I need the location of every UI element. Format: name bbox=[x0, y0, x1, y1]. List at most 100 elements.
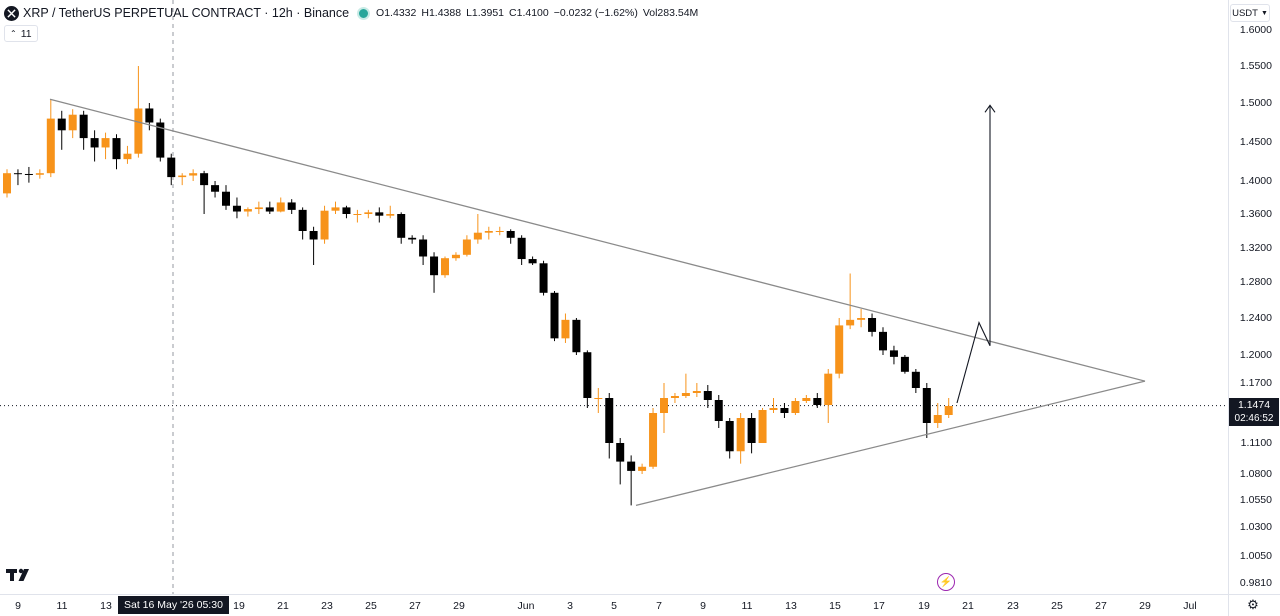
bar-countdown: 02:46:52 bbox=[1234, 413, 1274, 424]
candle-body bbox=[714, 400, 723, 421]
price-tick-label: 1.0050 bbox=[1239, 550, 1272, 562]
tradingview-logo-icon[interactable] bbox=[6, 567, 34, 583]
price-tick-label: 1.6000 bbox=[1239, 24, 1272, 36]
candle-body bbox=[419, 239, 428, 257]
candle-body bbox=[627, 461, 636, 471]
candle-body bbox=[353, 214, 362, 215]
price-tick-label: 1.3600 bbox=[1239, 208, 1272, 220]
candle-body bbox=[670, 396, 679, 398]
candle-body bbox=[900, 356, 909, 372]
currency-selector[interactable]: USDT ▼ bbox=[1230, 4, 1270, 22]
ohlc-open: O1.4332 bbox=[376, 7, 417, 19]
time-tick-label: 13 bbox=[785, 600, 797, 612]
time-tick-label: 23 bbox=[1007, 600, 1019, 612]
time-tick-label: 17 bbox=[873, 600, 885, 612]
price-chart[interactable] bbox=[0, 0, 1228, 594]
time-tick-label: 9 bbox=[700, 600, 706, 612]
candle-body bbox=[35, 173, 44, 175]
candle-body bbox=[408, 237, 417, 240]
candle-body bbox=[835, 325, 844, 374]
projection-path bbox=[956, 105, 991, 404]
time-tick-label: 21 bbox=[277, 600, 289, 612]
time-tick-label: Jun bbox=[517, 600, 535, 612]
currency-label: USDT bbox=[1232, 7, 1258, 19]
xrp-symbol-icon bbox=[4, 5, 19, 21]
price-tick-label: 1.5000 bbox=[1239, 97, 1272, 109]
ohlc-change: −0.0232 (−1.62%) bbox=[553, 7, 638, 19]
symbol-title[interactable]: XRP / TetherUS PERPETUAL CONTRACT · 12h … bbox=[23, 6, 350, 20]
candle-body bbox=[813, 398, 822, 405]
time-tick-label: 9 bbox=[15, 600, 21, 612]
candle-body bbox=[222, 191, 230, 206]
candle-body bbox=[725, 421, 734, 452]
time-tick-label: 13 bbox=[100, 600, 112, 612]
candle-body bbox=[156, 122, 165, 158]
candle-body bbox=[616, 443, 625, 462]
candle-body bbox=[638, 466, 647, 471]
candle-body bbox=[24, 173, 33, 175]
chevron-up-icon: ⌃ bbox=[10, 29, 17, 38]
candle-body bbox=[922, 388, 931, 423]
candle-body bbox=[692, 391, 701, 393]
time-tick-label: 19 bbox=[918, 600, 930, 612]
candle-body bbox=[189, 173, 198, 176]
price-tick-label: 1.5500 bbox=[1239, 60, 1272, 72]
candle-body bbox=[561, 319, 570, 339]
time-tick-label: 3 bbox=[567, 600, 573, 612]
crosshair-date-label: Sat 16 May '26 05:30 bbox=[118, 596, 229, 614]
candle-body bbox=[298, 209, 307, 231]
candle-body bbox=[572, 319, 581, 353]
time-tick-label: 7 bbox=[656, 600, 662, 612]
candle-body bbox=[594, 398, 603, 399]
price-tick-label: 1.0800 bbox=[1239, 468, 1272, 480]
ohlc-close: C1.4100 bbox=[509, 7, 549, 19]
candle-body bbox=[495, 231, 504, 232]
candle-body bbox=[232, 205, 241, 212]
candle-body bbox=[473, 232, 482, 240]
time-tick-label: 19 bbox=[233, 600, 245, 612]
candle-body bbox=[364, 212, 373, 214]
candle-body bbox=[200, 173, 209, 186]
time-tick-label: 27 bbox=[409, 600, 421, 612]
time-tick-label: 21 bbox=[962, 600, 974, 612]
candle-body bbox=[736, 418, 745, 452]
ohlc-low: L1.3951 bbox=[466, 7, 505, 19]
price-axis[interactable]: 1.6000 1.5500 1.5000 1.4500 1.4000 1.3600 1.32… bbox=[1228, 0, 1280, 594]
candle-body bbox=[3, 173, 11, 194]
candle-body bbox=[857, 318, 866, 320]
candle-body bbox=[265, 207, 274, 212]
price-tick-label: 1.2400 bbox=[1239, 312, 1272, 324]
candle-body bbox=[889, 350, 898, 357]
market-status-icon[interactable] bbox=[357, 6, 371, 20]
candle-body bbox=[397, 214, 406, 238]
time-axis[interactable]: 9 11 13 19 21 23 25 27 29 Jun 3 5 7 9 11 13 15 17 19 21 23 25… bbox=[0, 594, 1228, 616]
price-tick-label: 1.1700 bbox=[1239, 377, 1272, 389]
last-price-label: 1.1474 02:46:52 bbox=[1229, 398, 1279, 426]
ohlc-volume: Vol283.54M bbox=[642, 7, 699, 19]
candle-body bbox=[824, 373, 833, 405]
chart-pane[interactable] bbox=[0, 0, 1228, 594]
candle-body bbox=[681, 393, 690, 396]
candle-body bbox=[211, 185, 220, 192]
candle-body bbox=[506, 231, 515, 238]
time-tick-label: 27 bbox=[1095, 600, 1107, 612]
lightning-bolt-icon[interactable]: ⚡ bbox=[937, 573, 955, 591]
price-tick-label: 1.4500 bbox=[1239, 136, 1272, 148]
indicators-toggle[interactable]: ⌃ 11 bbox=[4, 25, 38, 42]
candle-body bbox=[145, 108, 154, 123]
price-tick-label: 1.1100 bbox=[1240, 437, 1272, 449]
time-tick-label: 29 bbox=[1139, 600, 1151, 612]
candle-body bbox=[254, 207, 263, 210]
candle-body bbox=[451, 254, 460, 259]
candle-body bbox=[933, 415, 942, 423]
price-tick-label: 1.2800 bbox=[1239, 276, 1272, 288]
candle-body bbox=[101, 138, 110, 148]
time-tick-label: 29 bbox=[453, 600, 465, 612]
candle-body bbox=[879, 331, 887, 351]
candle-body bbox=[703, 391, 712, 400]
gear-icon[interactable]: ⚙ bbox=[1247, 597, 1259, 612]
candle-body bbox=[134, 108, 143, 154]
candle-body bbox=[386, 214, 395, 216]
price-tick-label: 1.0300 bbox=[1239, 521, 1272, 533]
chart-legend: XRP / TetherUS PERPETUAL CONTRACT · 12h … bbox=[4, 4, 703, 22]
